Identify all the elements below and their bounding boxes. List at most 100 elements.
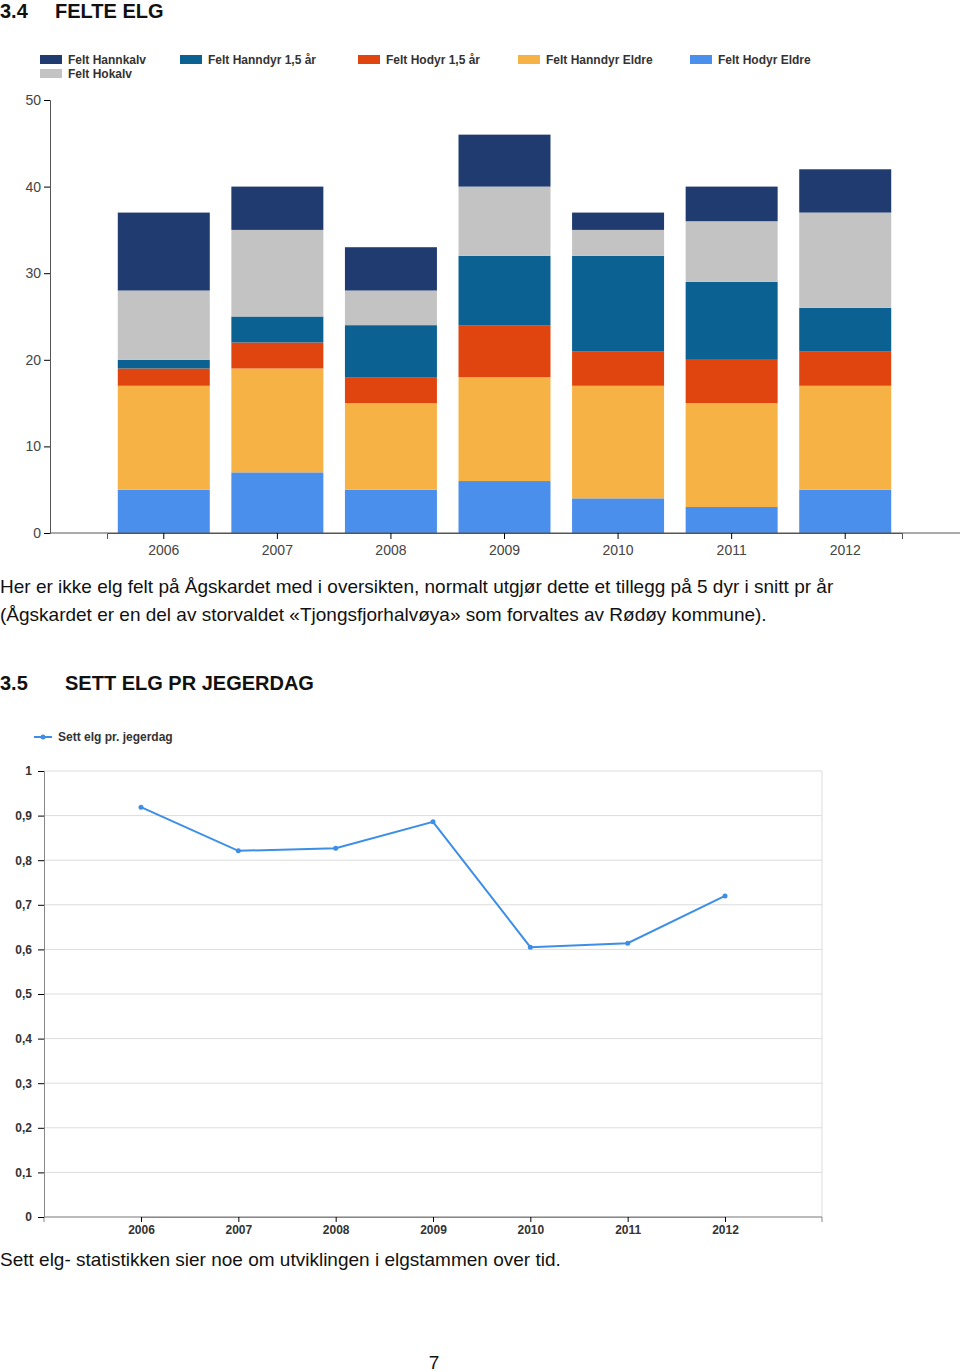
bar [231, 230, 323, 317]
tick-mark [44, 100, 50, 101]
bar [459, 325, 551, 377]
bar-series [118, 187, 891, 360]
tick-label: 2012 [712, 1223, 739, 1237]
legend-swatch [518, 55, 540, 64]
bar [231, 472, 323, 533]
heading-number: 3.5 [0, 672, 28, 694]
bar [799, 351, 891, 386]
bar [572, 498, 664, 533]
bar [572, 386, 664, 499]
marker [139, 805, 144, 810]
tick-mark [38, 816, 44, 817]
bar [572, 256, 664, 351]
legend-label: Felt Hannkalv [68, 53, 146, 67]
bar [231, 368, 323, 472]
bar [572, 230, 664, 256]
legend: Felt HannkalvFelt Hanndyr 1,5 årFelt Hod… [40, 53, 811, 81]
legend-swatch [40, 55, 62, 64]
tick-label: 2008 [323, 1223, 350, 1237]
bar [799, 169, 891, 212]
grid-line [44, 1038, 822, 1039]
page: 3.4FELTE ELG3.5SETT ELG PR JEGERDAG70102… [0, 0, 960, 1372]
tick: 2007 [262, 533, 293, 558]
tick-mark [44, 360, 50, 361]
legend-marker [41, 735, 46, 740]
markers [139, 805, 728, 950]
bar [118, 360, 210, 369]
tick-mark [38, 1128, 44, 1129]
legend-swatch [180, 55, 202, 64]
tick-mark [336, 1217, 337, 1222]
bar [686, 507, 778, 533]
legend-item: Felt Hanndyr Eldre [518, 53, 653, 67]
tick-label: 2012 [830, 542, 861, 558]
axis-line [142, 1218, 726, 1223]
tick: 20 [25, 352, 50, 368]
tick: 10 [25, 438, 50, 454]
tick-mark [390, 533, 391, 539]
tick-label: 2008 [375, 542, 406, 558]
tick-mark [44, 273, 50, 274]
tick-label: 2007 [262, 542, 293, 558]
tick: 0,1 [15, 1166, 44, 1180]
axis-line [44, 101, 51, 534]
bar [686, 403, 778, 507]
tick: 0,6 [15, 943, 44, 957]
axis-line [38, 772, 45, 1218]
tick-label: 0,4 [15, 1032, 32, 1046]
bar [459, 481, 551, 533]
marker [431, 819, 436, 824]
grid-line [44, 771, 822, 772]
tick: 0,7 [15, 898, 44, 912]
tick-label: 0,1 [15, 1166, 32, 1180]
bar [799, 308, 891, 351]
tick-mark [38, 905, 44, 906]
bar [459, 135, 551, 187]
bar [118, 368, 210, 385]
grid-line [44, 949, 822, 950]
axis-line [108, 534, 903, 540]
tick-label: 50 [25, 92, 41, 108]
tick: 2006 [148, 533, 179, 558]
bar [345, 325, 437, 377]
paragraph: Sett elg- statistikken sier noe om utvik… [0, 1246, 960, 1274]
tick: 0,9 [15, 809, 44, 823]
page-number: 7 [429, 1352, 440, 1372]
bar [459, 377, 551, 481]
marker [333, 846, 338, 851]
tick-mark [38, 994, 44, 995]
tick-mark [845, 533, 846, 539]
tick-label: 2011 [615, 1223, 641, 1237]
grid-line [44, 1083, 822, 1084]
y-axis: 01020304050 [25, 92, 50, 541]
tick-mark [44, 187, 50, 188]
bar [686, 282, 778, 360]
tick-mark [38, 860, 44, 861]
tick: 30 [25, 265, 50, 281]
bar [345, 377, 437, 403]
tick-mark [530, 1217, 531, 1222]
bar [231, 317, 323, 343]
bar [231, 187, 323, 230]
tick-mark [238, 1217, 239, 1222]
tick: 0,2 [15, 1121, 44, 1135]
tick: 0,3 [15, 1077, 44, 1091]
tick: 2009 [489, 533, 520, 558]
tick-label: 0,8 [15, 854, 32, 868]
tick: 2008 [375, 533, 406, 558]
bar [345, 403, 437, 490]
tick-label: 2006 [128, 1223, 155, 1237]
tick-mark [44, 533, 50, 534]
frame-ticks [44, 1217, 822, 1222]
tick-mark [44, 446, 50, 447]
tick: 2012 [830, 533, 861, 558]
grid [44, 771, 822, 1217]
tick-mark [38, 771, 44, 772]
tick: 1 [25, 764, 44, 778]
bar [572, 351, 664, 386]
legend-swatch [358, 55, 380, 64]
bar [118, 490, 210, 533]
bar [799, 213, 891, 308]
tick-label: 0,7 [15, 898, 32, 912]
line [141, 807, 725, 947]
